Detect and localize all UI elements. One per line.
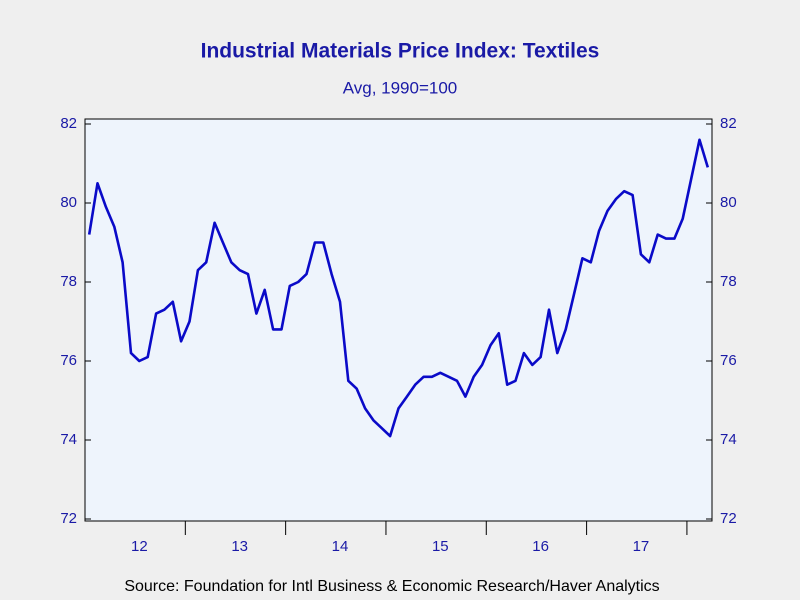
- x-tick-label: 13: [231, 538, 248, 555]
- series-line: [87, 138, 710, 438]
- y-tick-label: 74: [60, 431, 77, 448]
- x-tick-label: 17: [633, 538, 650, 555]
- y-tick-label: 76: [60, 352, 77, 369]
- source-note: Source: Foundation for Intl Business & E…: [124, 578, 659, 595]
- x-tick-label: 14: [332, 538, 349, 555]
- x-tick-label: 12: [131, 538, 148, 555]
- y2-tick-label: 80: [720, 194, 737, 211]
- y2-tick-label: 76: [720, 352, 737, 369]
- y-tick-label: 72: [60, 510, 77, 527]
- x-tick-label: 15: [432, 538, 449, 555]
- x-tick-label: 16: [532, 538, 549, 555]
- y2-tick-label: 72: [720, 510, 737, 527]
- y-tick-label: 78: [60, 273, 77, 290]
- chart-title: Industrial Materials Price Index: Textil…: [201, 40, 600, 63]
- y2-tick-label: 78: [720, 273, 737, 290]
- y2-tick-label: 74: [720, 431, 737, 448]
- y-tick-label: 80: [60, 194, 77, 211]
- y2-tick-label: 82: [720, 115, 737, 132]
- chart-subtitle: Avg, 1990=100: [343, 78, 458, 97]
- plot-area: [84, 118, 713, 522]
- y-tick-label: 82: [60, 115, 77, 132]
